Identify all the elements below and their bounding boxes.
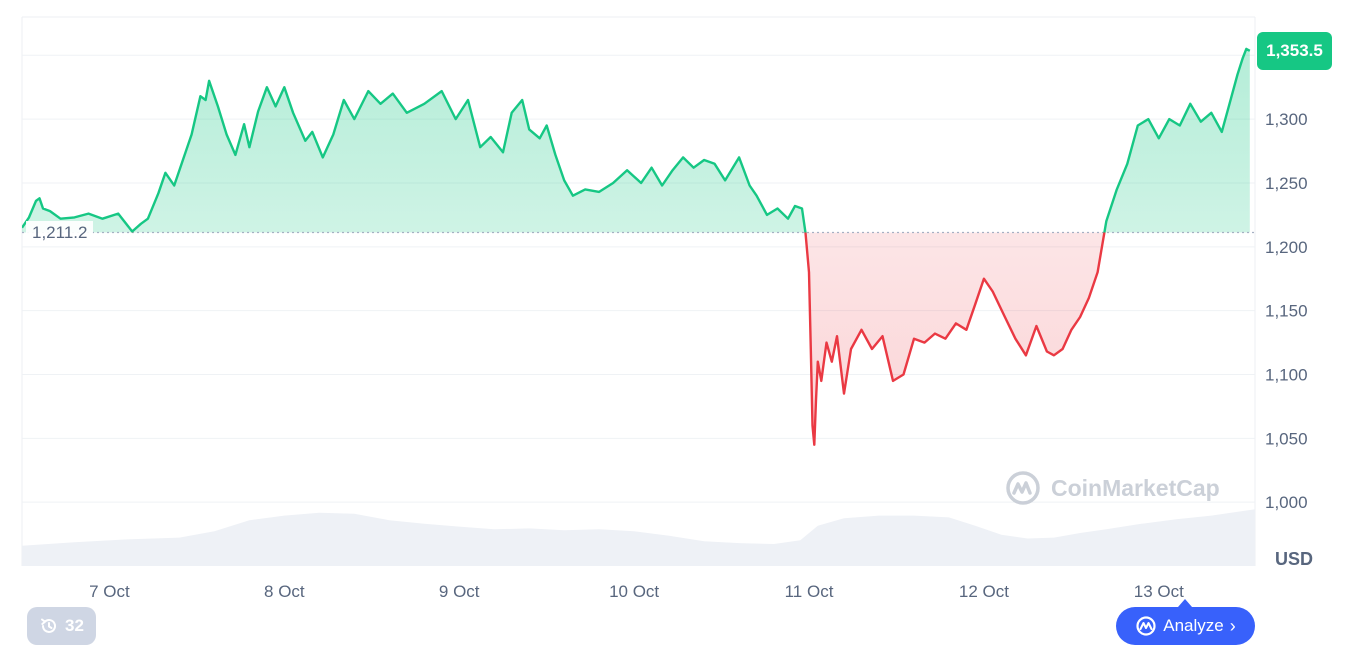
- price-line-up: [22, 47, 1251, 233]
- x-tick-label: 12 Oct: [959, 582, 1009, 601]
- coinmarketcap-watermark: CoinMarketCap: [1005, 470, 1220, 506]
- x-tick-label: 8 Oct: [264, 582, 305, 601]
- x-tick-label: 11 Oct: [785, 582, 834, 601]
- price-area-above-baseline: [22, 48, 1250, 233]
- analyze-pointer: [1178, 599, 1192, 607]
- chevron-right-icon: ›: [1229, 615, 1236, 636]
- analyze-icon: [1136, 616, 1156, 636]
- watermark-text: CoinMarketCap: [1051, 474, 1220, 501]
- history-button[interactable]: 32: [27, 607, 96, 645]
- coinmarketcap-logo-icon: [1006, 471, 1040, 505]
- analyze-label: Analyze: [1163, 616, 1224, 635]
- x-tick-label: 9 Oct: [439, 582, 480, 601]
- baseline-price-label: 1,211.2: [26, 220, 94, 245]
- y-tick-label: 1,050: [1265, 429, 1308, 448]
- y-tick-label: 1,150: [1265, 302, 1308, 321]
- history-count: 32: [65, 616, 84, 635]
- y-tick-label: 1,200: [1265, 238, 1308, 257]
- y-tick-label: 1,000: [1265, 493, 1308, 512]
- analyze-button[interactable]: Analyze ›: [1116, 607, 1255, 645]
- y-tick-label: 1,300: [1265, 110, 1308, 129]
- x-tick-label: 13 Oct: [1134, 582, 1184, 601]
- x-tick-label: 7 Oct: [89, 582, 130, 601]
- x-tick-label: 10 Oct: [609, 582, 659, 601]
- y-tick-label: 1,100: [1265, 365, 1308, 384]
- volume-area: [22, 509, 1255, 566]
- currency-unit-label: USD: [1275, 549, 1314, 569]
- history-clock-icon: [41, 618, 57, 633]
- price-line-down: [131, 232, 1106, 446]
- y-tick-label: 1,250: [1265, 174, 1308, 193]
- price-area-below-baseline: [805, 232, 1105, 445]
- current-price-badge: 1,353.5: [1257, 31, 1332, 70]
